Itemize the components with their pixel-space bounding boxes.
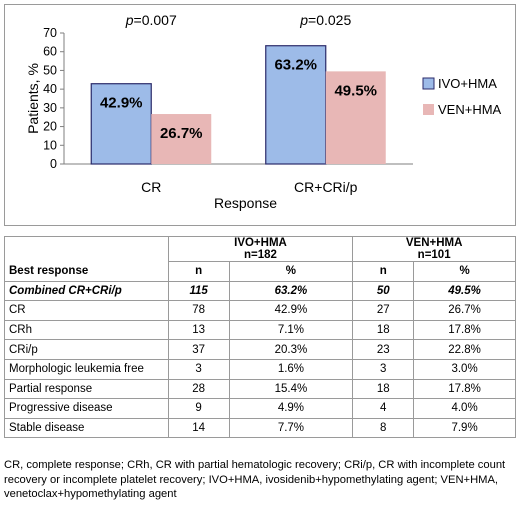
data-label: 49.5% xyxy=(334,82,377,99)
y-tick-label: 50 xyxy=(43,63,57,77)
table-row: Morphologic leukemia free 3 1.6% 3 3.0% xyxy=(4,358,516,380)
y-tick-label: 60 xyxy=(43,45,57,59)
table-row: CRi/p 37 20.3% 23 22.8% xyxy=(4,339,516,360)
legend-swatch-ivo xyxy=(422,77,435,90)
bar-ven xyxy=(151,114,212,164)
group-name-ivo: IVO+HMA xyxy=(234,237,287,249)
row-label: Combined CR+CRi/p xyxy=(4,280,169,302)
y-tick-label: 40 xyxy=(43,82,57,96)
data-label: 42.9% xyxy=(100,95,143,112)
x-axis-label: Response xyxy=(214,195,277,211)
subheader-pct-ivo: % xyxy=(228,261,354,282)
row-cell: 23 xyxy=(352,339,415,360)
table-row: CR 78 42.9% 27 26.7% xyxy=(4,300,516,321)
data-label: 63.2% xyxy=(274,57,317,74)
row-cell: 7.7% xyxy=(228,417,354,439)
row-cell: 17.8% xyxy=(413,378,516,400)
y-tick-label: 20 xyxy=(43,120,57,134)
table-row: Partial response 28 15.4% 18 17.8% xyxy=(4,378,516,400)
p-value-prefix: p xyxy=(299,12,308,28)
row-cell: 4.0% xyxy=(413,398,516,419)
row-cell: 4 xyxy=(352,398,415,419)
row-cell: 49.5% xyxy=(413,280,516,302)
row-cell: 3.0% xyxy=(413,358,516,380)
row-cell: 7.9% xyxy=(413,417,516,439)
row-cell: 115 xyxy=(167,280,230,302)
group-n-ivo: n=182 xyxy=(244,249,277,261)
y-axis-label: Patients, % xyxy=(25,63,41,134)
x-tick-label: CR+CRi/p xyxy=(294,179,358,195)
row-cell: 78 xyxy=(167,300,230,321)
table-header-row: Best response IVO+HMA n=182 VEN+HMA n=10… xyxy=(4,236,516,282)
row-cell: 50 xyxy=(352,280,415,302)
row-label: CRh xyxy=(4,319,169,341)
p-value-number: =0.007 xyxy=(134,12,177,28)
row-cell: 17.8% xyxy=(413,319,516,341)
row-cell: 37 xyxy=(167,339,230,360)
subheader-n-ivo: n xyxy=(167,261,230,282)
row-cell: 8 xyxy=(352,417,415,439)
table-row-combined: Combined CR+CRi/p 115 63.2% 50 49.5% xyxy=(4,280,516,302)
y-tick-label: 10 xyxy=(43,138,57,152)
table-row: Progressive disease 9 4.9% 4 4.0% xyxy=(4,398,516,419)
group-n-ven: n=101 xyxy=(417,249,451,261)
row-cell: 28 xyxy=(167,378,230,400)
row-label: Progressive disease xyxy=(4,398,169,419)
p-value-number: =0.025 xyxy=(308,12,351,28)
best-response-header: Best response xyxy=(4,236,169,282)
group-header-ivo: IVO+HMA n=182 xyxy=(167,236,354,262)
legend-label-ivo: IVO+HMA xyxy=(438,76,497,91)
p-value-prefix: p xyxy=(125,12,134,28)
subheader-pct-ven: % xyxy=(413,261,516,282)
bar-ven xyxy=(325,71,386,164)
row-cell: 27 xyxy=(352,300,415,321)
row-cell: 13 xyxy=(167,319,230,341)
row-cell: 20.3% xyxy=(228,339,354,360)
row-cell: 9 xyxy=(167,398,230,419)
y-tick-label: 30 xyxy=(43,101,57,115)
row-label: CRi/p xyxy=(4,339,169,360)
chart-panel: 0 10 20 30 40 50 60 70 Patients, % 42.9% 26.7% CR p=… xyxy=(4,4,516,226)
row-cell: 4.9% xyxy=(228,398,354,419)
row-cell: 26.7% xyxy=(413,300,516,321)
footnote: CR, complete response; CRh, CR with part… xyxy=(4,459,506,500)
data-label: 26.7% xyxy=(160,125,203,142)
row-cell: 42.9% xyxy=(228,300,354,321)
row-cell: 7.1% xyxy=(228,319,354,341)
subheader-n-ven: n xyxy=(352,261,415,282)
legend-swatch-ven xyxy=(423,104,434,115)
bar-ivo xyxy=(265,45,327,165)
table-row: Stable disease 14 7.7% 8 7.9% xyxy=(4,417,516,439)
y-tick-label: 0 xyxy=(50,157,57,171)
row-cell: 15.4% xyxy=(228,378,354,400)
x-tick-label: CR xyxy=(141,179,161,195)
y-tick-label: 70 xyxy=(43,26,57,40)
group-name-ven: VEN+HMA xyxy=(405,237,463,249)
row-cell: 3 xyxy=(352,358,415,380)
p-value-label: p=0.007 xyxy=(125,12,177,28)
row-cell: 3 xyxy=(167,358,230,380)
best-response-table: Best response IVO+HMA n=182 VEN+HMA n=10… xyxy=(4,236,516,439)
table-row: CRh 13 7.1% 18 17.8% xyxy=(4,319,516,341)
group-header-ven: VEN+HMA n=101 xyxy=(352,236,516,262)
row-cell: 18 xyxy=(352,378,415,400)
row-label: Stable disease xyxy=(4,417,169,439)
row-label: Partial response xyxy=(4,378,169,400)
row-cell: 1.6% xyxy=(228,358,354,380)
row-label: CR xyxy=(4,300,169,321)
row-cell: 18 xyxy=(352,319,415,341)
row-label: Morphologic leukemia free xyxy=(4,358,169,380)
row-cell: 63.2% xyxy=(228,280,354,302)
row-cell: 22.8% xyxy=(413,339,516,360)
p-value-label: p=0.025 xyxy=(299,12,351,28)
legend-label-ven: VEN+HMA xyxy=(438,102,502,117)
row-cell: 14 xyxy=(167,417,230,439)
